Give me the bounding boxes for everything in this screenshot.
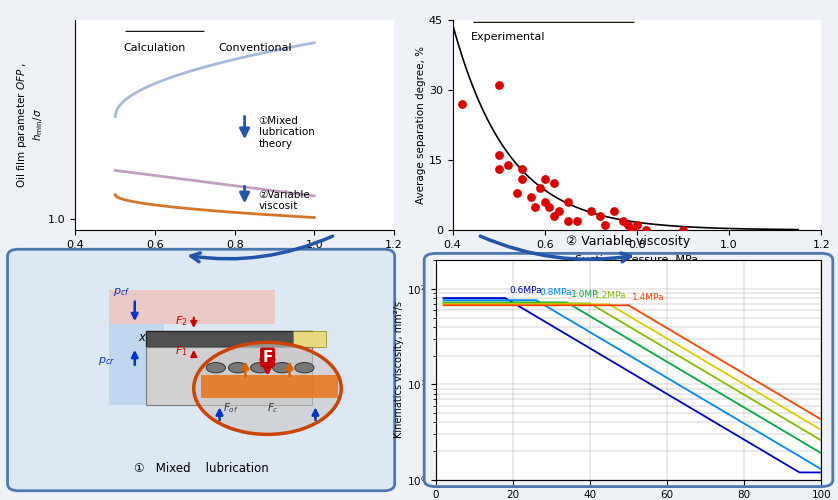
- Point: [551, 208, 565, 216]
- Text: x: x: [138, 331, 146, 344]
- Point: [525, 194, 538, 202]
- Point: [621, 222, 634, 230]
- Text: $p_{cf}$: $p_{cf}$: [112, 286, 130, 298]
- Point: [501, 160, 515, 168]
- Point: [515, 174, 529, 182]
- Text: 1.0MP: 1.0MP: [571, 290, 598, 299]
- Y-axis label: Kinematics viscosity, mm²/s: Kinematics viscosity, mm²/s: [394, 302, 404, 438]
- Text: $p_{cr}$: $p_{cr}$: [98, 355, 115, 367]
- Point: [543, 202, 556, 210]
- Text: $F_c$: $F_c$: [267, 402, 279, 415]
- Ellipse shape: [251, 362, 270, 373]
- Point: [529, 202, 542, 210]
- Text: Conventional: Conventional: [219, 42, 292, 52]
- X-axis label: Suction pressure, MPa: Suction pressure, MPa: [576, 256, 698, 266]
- Text: Experimental: Experimental: [471, 32, 546, 42]
- FancyBboxPatch shape: [146, 331, 312, 347]
- Point: [492, 152, 505, 160]
- Point: [598, 222, 612, 230]
- Y-axis label: Oil film parameter $OFP$ ,
$h_{\rm min}/\sigma$: Oil film parameter $OFP$ , $h_{\rm min}/…: [15, 62, 45, 188]
- Point: [584, 208, 597, 216]
- Point: [534, 184, 547, 192]
- FancyBboxPatch shape: [201, 374, 338, 398]
- X-axis label: Suction pressure, MPa: Suction pressure, MPa: [173, 256, 296, 266]
- Text: 1.4MPa: 1.4MPa: [633, 293, 665, 302]
- Point: [547, 212, 561, 220]
- Circle shape: [194, 342, 341, 434]
- Point: [492, 82, 505, 90]
- Point: [639, 226, 653, 234]
- Text: ② Variable viscosity: ② Variable viscosity: [566, 234, 691, 248]
- Point: [571, 216, 584, 224]
- Point: [538, 174, 551, 182]
- Point: [593, 212, 607, 220]
- Text: ①   Mixed    lubrication: ① Mixed lubrication: [134, 462, 268, 475]
- Y-axis label: Average separation degree, %: Average separation degree, %: [416, 46, 426, 204]
- FancyBboxPatch shape: [109, 324, 164, 404]
- Text: $F_{of}$: $F_{of}$: [223, 402, 239, 415]
- Text: Calculation: Calculation: [123, 42, 185, 52]
- FancyBboxPatch shape: [293, 331, 327, 347]
- Point: [630, 222, 644, 230]
- Point: [676, 226, 690, 234]
- FancyBboxPatch shape: [146, 347, 312, 405]
- Ellipse shape: [206, 362, 225, 373]
- Text: ②Variable
viscosit: ②Variable viscosit: [258, 190, 310, 212]
- Point: [455, 100, 468, 108]
- Point: [617, 216, 630, 224]
- Point: [607, 208, 620, 216]
- Ellipse shape: [272, 362, 292, 373]
- Text: $F_1$: $F_1$: [175, 344, 188, 358]
- Text: ①Mixed
lubrication
theory: ①Mixed lubrication theory: [258, 116, 314, 149]
- Point: [515, 166, 529, 173]
- Point: [561, 198, 575, 206]
- Point: [547, 180, 561, 188]
- Text: 0.6MPa: 0.6MPa: [509, 286, 541, 295]
- FancyBboxPatch shape: [8, 249, 395, 491]
- Text: 1.2MPa: 1.2MPa: [594, 291, 626, 300]
- Point: [510, 188, 524, 196]
- Ellipse shape: [295, 362, 314, 373]
- Point: [492, 166, 505, 173]
- Point: [561, 216, 575, 224]
- Point: [759, 230, 773, 238]
- Text: $F_2$: $F_2$: [175, 314, 188, 328]
- Text: F: F: [262, 350, 272, 365]
- FancyBboxPatch shape: [109, 290, 275, 324]
- Point: [626, 226, 639, 234]
- Text: 0.8MPa: 0.8MPa: [540, 288, 572, 297]
- Ellipse shape: [229, 362, 247, 373]
- Point: [538, 198, 551, 206]
